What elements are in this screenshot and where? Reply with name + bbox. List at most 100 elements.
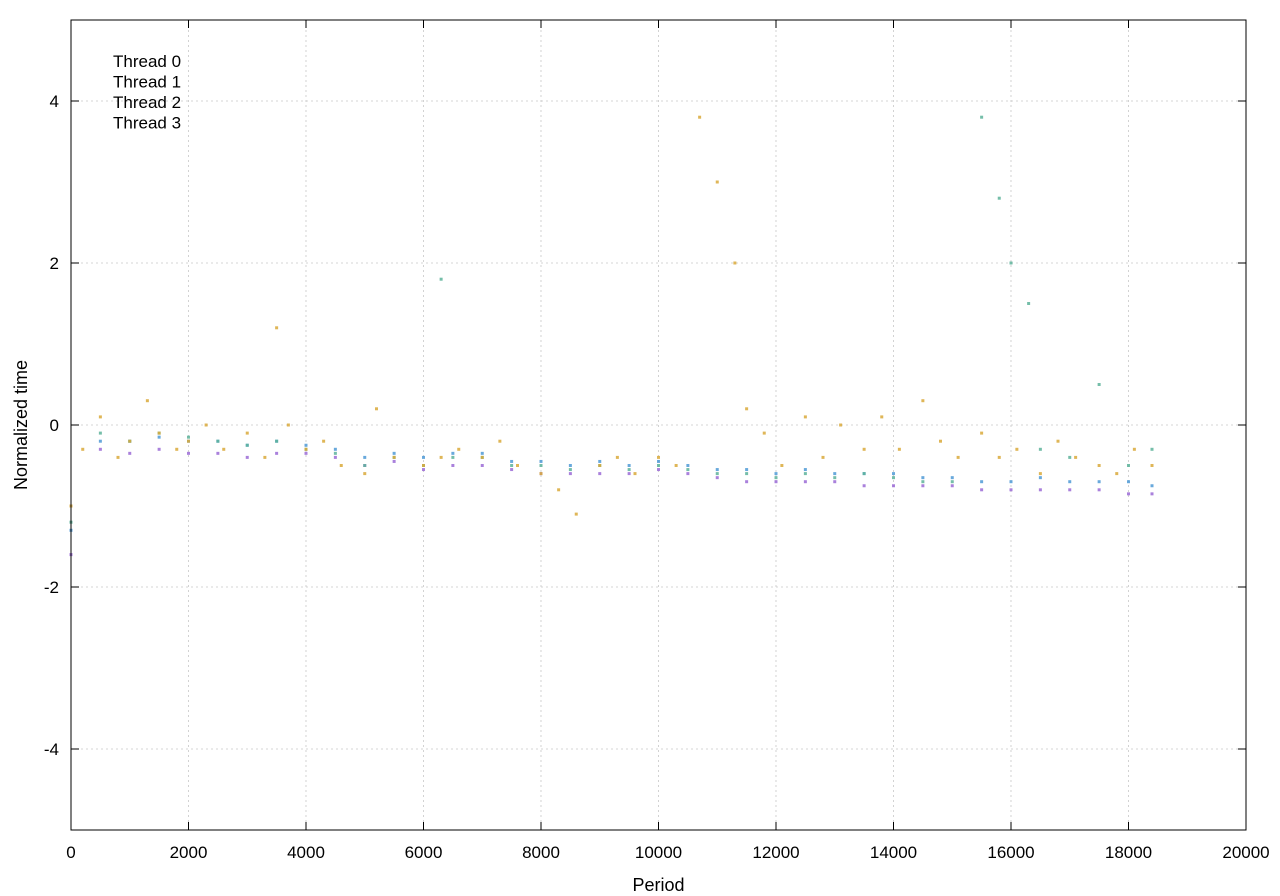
data-point (997, 196, 1001, 200)
data-point (439, 277, 443, 281)
data-point (98, 439, 102, 443)
data-point (510, 468, 514, 472)
data-point (921, 476, 925, 480)
data-point (98, 415, 102, 419)
data-point (510, 464, 514, 467)
x-tick-label: 14000 (870, 843, 917, 862)
data-point (222, 447, 226, 451)
data-point (880, 415, 884, 419)
data-point (1127, 464, 1130, 467)
data-point (333, 447, 337, 451)
data-point (375, 407, 378, 411)
series-1 (69, 435, 1154, 532)
data-point (1009, 488, 1013, 492)
data-point (175, 447, 179, 451)
data-point (275, 451, 279, 455)
data-point (422, 455, 425, 459)
data-point (422, 464, 425, 467)
x-tick-label: 20000 (1222, 843, 1269, 862)
x-tick-label: 8000 (522, 843, 560, 862)
data-point (392, 455, 396, 459)
x-tick-label: 0 (66, 843, 75, 862)
data-point (1127, 480, 1130, 484)
data-point (1132, 447, 1136, 451)
data-point (439, 455, 443, 459)
data-point (715, 468, 719, 472)
data-point (187, 451, 190, 455)
data-point (157, 431, 161, 435)
data-point (363, 464, 367, 467)
data-point (686, 468, 690, 472)
x-tick-label: 12000 (752, 843, 799, 862)
data-point (774, 472, 778, 476)
x-tick-label: 16000 (987, 843, 1034, 862)
data-point (686, 464, 690, 467)
data-point (980, 488, 984, 492)
data-point (568, 472, 572, 476)
data-point (322, 439, 326, 443)
data-point (1038, 447, 1042, 451)
data-point (98, 447, 102, 451)
legend-entry-3: Thread 3 (113, 114, 181, 133)
data-point (1115, 472, 1119, 476)
data-point (574, 512, 578, 516)
data-point (451, 464, 455, 467)
data-point (333, 451, 337, 455)
data-point (116, 455, 120, 459)
data-point (1038, 476, 1042, 480)
data-point (510, 459, 514, 463)
data-point (833, 472, 837, 476)
data-point (627, 468, 631, 472)
x-tick-label: 2000 (170, 843, 208, 862)
data-points (69, 115, 1154, 557)
data-point (897, 447, 901, 451)
data-point (1015, 447, 1019, 451)
x-tick-label: 6000 (405, 843, 443, 862)
data-point (733, 261, 737, 265)
data-point (774, 476, 778, 480)
data-point (480, 455, 484, 459)
data-point (392, 451, 396, 455)
series-0 (69, 447, 1154, 557)
data-point (657, 459, 660, 463)
data-point (539, 472, 543, 476)
data-point (598, 464, 602, 467)
data-point (568, 464, 572, 467)
data-point (245, 443, 249, 447)
data-point (539, 464, 543, 467)
data-point (245, 455, 249, 459)
data-point (862, 472, 866, 476)
data-point (451, 451, 455, 455)
data-point (762, 431, 766, 435)
data-point (950, 484, 954, 488)
data-point (674, 464, 678, 467)
data-point (157, 447, 161, 451)
series-2 (69, 115, 1154, 524)
data-point (950, 476, 954, 480)
data-point (1097, 383, 1101, 386)
data-point (1068, 480, 1072, 484)
data-point (304, 451, 308, 455)
data-point (187, 439, 190, 443)
data-point (81, 447, 85, 451)
data-point (715, 180, 719, 184)
data-point (304, 443, 308, 447)
data-point (216, 451, 220, 455)
data-point (833, 476, 837, 480)
data-point (715, 476, 719, 480)
data-point (204, 423, 208, 427)
data-point (803, 468, 807, 472)
data-point (516, 464, 519, 467)
data-point (1038, 488, 1042, 492)
data-point (686, 472, 690, 476)
y-tick-label: 4 (50, 92, 59, 111)
data-point (745, 407, 749, 411)
data-point (892, 476, 895, 480)
axis-ticks: 0 2000 4000 6000 8000 10000 12000 14000 16000 180… (44, 20, 1270, 862)
data-point (1074, 455, 1078, 459)
data-point (498, 439, 502, 443)
data-point (1097, 480, 1101, 484)
data-point (568, 468, 572, 472)
y-tick-label: -2 (44, 578, 59, 597)
